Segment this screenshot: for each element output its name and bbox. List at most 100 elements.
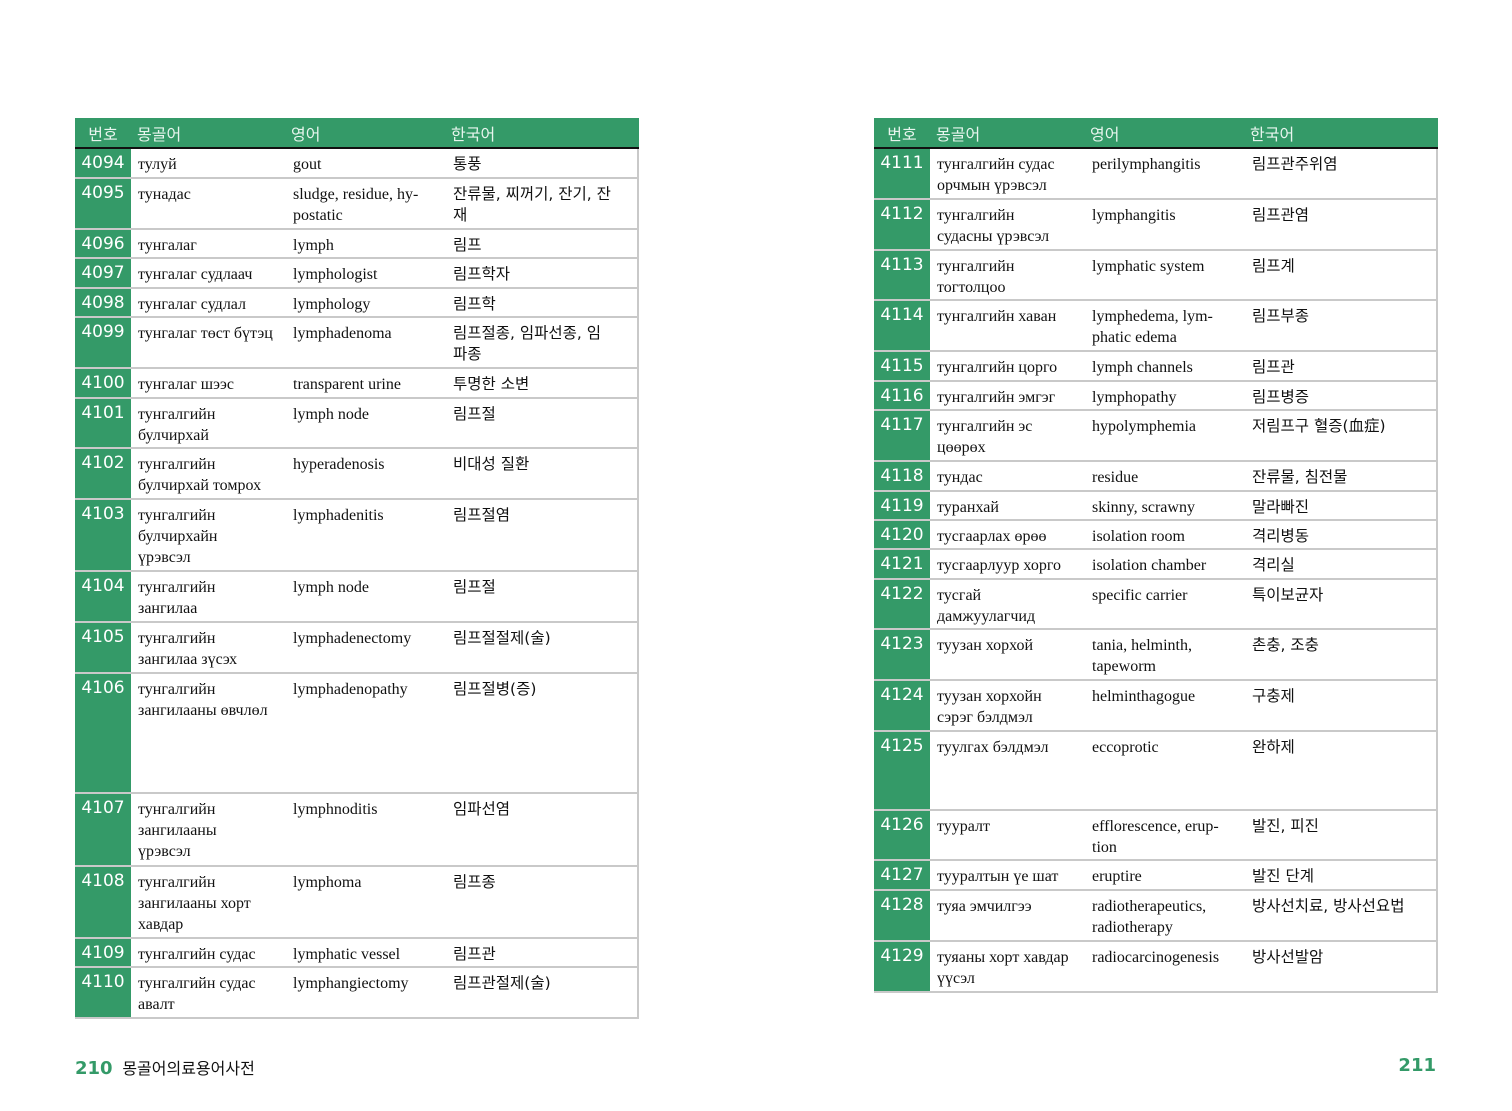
entry-number: 4127 xyxy=(874,861,932,889)
table-row: 4123 туузан хорхой tania, helminth, tapewo… xyxy=(874,630,1438,681)
korean-term: 림프관주위염 xyxy=(1252,155,1338,173)
korean-term: 림프계 xyxy=(1252,257,1295,275)
english-term: specific carrier xyxy=(1092,587,1188,604)
header-english: 영어 xyxy=(1090,124,1120,144)
mongolian-term: тусгаарлуур хорго xyxy=(937,557,1061,574)
table-row: 4098 тунгалаг судлал lymphology 림프학 xyxy=(75,289,639,318)
mongolian-term: тунгалгийн булчирхай томрох xyxy=(138,456,262,494)
english-term: lymph xyxy=(293,237,334,254)
entry-number: 4107 xyxy=(75,794,133,865)
table-row: 4103 тунгалгийн булчирхайн үрэвсэл lymphad… xyxy=(75,500,639,572)
english-term: lymphedema, lym- phatic edema xyxy=(1092,308,1213,346)
korean-term: 임파선염 xyxy=(453,800,511,818)
mongolian-term: тунгалгийн судасны үрэвсэл xyxy=(937,207,1050,245)
mongolian-term: тунгалаг төст бүтэц xyxy=(138,325,273,342)
english-term: lymphadenopathy xyxy=(293,681,408,698)
table-row: 4127 тууралтын үе шат eruptire 발진 단계 xyxy=(874,861,1438,891)
footer-right: 211 xyxy=(1398,1055,1436,1076)
header-korean: 한국어 xyxy=(1250,124,1295,144)
korean-term: 림프학자 xyxy=(453,265,511,283)
english-term: lymphadenectomy xyxy=(293,630,412,647)
korean-term: 림프병증 xyxy=(1252,388,1310,406)
english-term: lymphangiectomy xyxy=(293,975,409,992)
korean-term: 격리병동 xyxy=(1252,527,1310,545)
korean-term: 방사선치료, 방사선요법 xyxy=(1252,897,1405,915)
english-term: lymph channels xyxy=(1092,359,1193,376)
entry-number: 4099 xyxy=(75,318,133,367)
table-row: 4120 тусгаарлах өрөө isolation room 격리병동 xyxy=(874,521,1438,550)
korean-term: 림프절종, 임파선종, 임 파종 xyxy=(453,324,602,363)
table-row: 4121 тусгаарлуур хорго isolation chamber 격리… xyxy=(874,550,1438,580)
mongolian-term: тунгалгийн эс цөөрөх xyxy=(937,418,1033,456)
mongolian-term: тууралт xyxy=(937,818,990,835)
entry-number: 4105 xyxy=(75,623,133,672)
mongolian-term: тундас xyxy=(937,469,983,486)
entry-number: 4102 xyxy=(75,449,133,498)
english-term: tania, helminth, tapeworm xyxy=(1092,637,1192,675)
korean-term: 방사선발암 xyxy=(1252,948,1324,966)
entry-number: 4123 xyxy=(874,630,932,679)
term-table-right: 번호 몽골어 영어 한국어 4111 тунгалгийн судас орчмы… xyxy=(874,118,1438,993)
entry-number: 4106 xyxy=(75,674,133,792)
table-row: 4111 тунгалгийн судас орчмын үрэвсэл peril… xyxy=(874,149,1438,200)
english-term: lymphadenitis xyxy=(293,507,384,524)
korean-term: 말라빠진 xyxy=(1252,498,1310,516)
entry-number: 4111 xyxy=(874,149,932,198)
entry-number: 4094 xyxy=(75,149,133,177)
table-row: 4105 тунгалгийн зангилаа зүсэх lymphadenec… xyxy=(75,623,639,674)
english-term: radiocarcinogenesis xyxy=(1092,949,1220,966)
table-row: 4104 тунгалгийн зангилаа lymph node 림프절 xyxy=(75,572,639,623)
mongolian-term: туяаны хорт хавдар үүсэл xyxy=(937,949,1069,987)
table-row: 4126 тууралт efflorescence, erup- tion 발진, … xyxy=(874,811,1438,861)
english-term: lymphangitis xyxy=(1092,207,1176,224)
page-number: 210 xyxy=(75,1058,113,1079)
korean-term: 완하제 xyxy=(1252,738,1295,756)
header-mongolian: 몽골어 xyxy=(137,124,182,144)
table-row: 4115 тунгалгийн цорго lymph channels 림프관 xyxy=(874,352,1438,382)
mongolian-term: тунгалгийн хаван xyxy=(937,308,1057,325)
table-row: 4118 тундас residue 잔류물, 침전물 xyxy=(874,462,1438,492)
english-term: eruptire xyxy=(1092,868,1142,885)
entry-number: 4115 xyxy=(874,352,932,380)
korean-term: 특이보균자 xyxy=(1252,586,1324,604)
english-term: lymphoma xyxy=(293,874,362,891)
mongolian-term: тунадас xyxy=(138,186,191,203)
entry-number: 4114 xyxy=(874,301,932,350)
mongolian-term: тунгалгийн зангилаа xyxy=(138,579,216,617)
book-title: 몽골어의료용어사전 xyxy=(122,1059,255,1078)
mongolian-term: тунгалаг xyxy=(138,237,197,254)
korean-term: 림프학 xyxy=(453,295,496,313)
entry-number: 4121 xyxy=(874,550,932,578)
table-row: 4113 тунгалгийн тогтолцоо lymphatic system… xyxy=(874,251,1438,301)
mongolian-term: тунгалгийн судас авалт xyxy=(138,975,256,1013)
korean-term: 격리실 xyxy=(1252,556,1295,574)
korean-term: 비대성 질환 xyxy=(453,455,530,473)
entry-number: 4119 xyxy=(874,492,932,519)
entry-number: 4108 xyxy=(75,867,133,937)
korean-term: 림프절염 xyxy=(453,506,511,524)
entry-number: 4117 xyxy=(874,411,932,460)
table-row: 4100 тунгалаг шээс transparent urine 투명한 소변 xyxy=(75,369,639,399)
mongolian-term: тулуй xyxy=(138,156,177,173)
english-term: lymphatic system xyxy=(1092,258,1205,275)
english-term: lymphatic vessel xyxy=(293,946,401,963)
english-term: lymphopathy xyxy=(1092,389,1177,406)
english-term: lymphnoditis xyxy=(293,801,378,818)
korean-term: 림프관염 xyxy=(1252,206,1310,224)
english-term: eccoprotic xyxy=(1092,739,1159,756)
english-term: hyperadenosis xyxy=(293,456,385,473)
entry-number: 4097 xyxy=(75,259,133,287)
mongolian-term: тунгалгийн судас xyxy=(138,946,256,963)
mongolian-term: тунгалгийн булчирхайн үрэвсэл xyxy=(138,507,218,566)
table-row: 4128 туяа эмчилгээ radiotherapeutics, radi… xyxy=(874,891,1438,942)
korean-term: 잔류물, 찌꺼기, 잔기, 잔 재 xyxy=(453,185,611,224)
entry-number: 4118 xyxy=(874,462,932,490)
korean-term: 촌충, 조충 xyxy=(1252,636,1319,654)
table-row: 4101 тунгалгийн булчирхай lymph node 림프절 xyxy=(75,399,639,449)
korean-term: 림프종 xyxy=(453,873,496,891)
mongolian-term: тунгалгийн зангилааны өвчлөл xyxy=(138,681,268,719)
mongolian-term: тунгалаг шээс xyxy=(138,376,234,393)
korean-term: 림프절절제(술) xyxy=(453,629,551,647)
mongolian-term: тусгаарлах өрөө xyxy=(937,528,1047,545)
mongolian-term: туранхай xyxy=(937,499,999,516)
